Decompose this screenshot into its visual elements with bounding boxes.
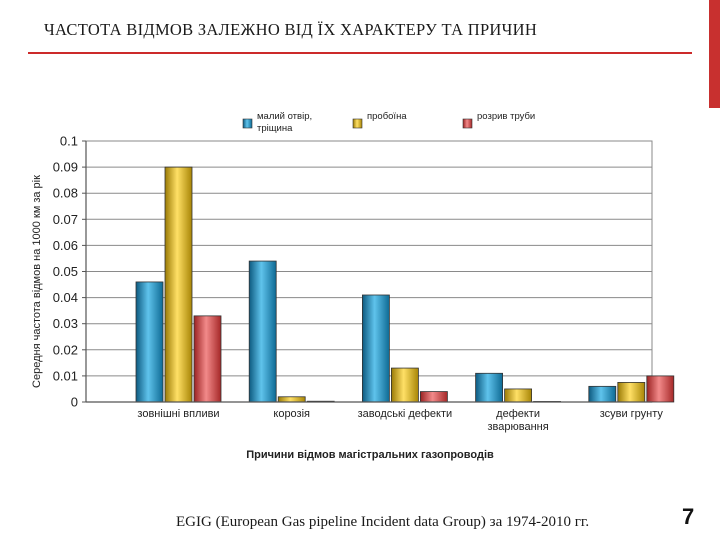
bar-3-5 [646,375,675,403]
legend-label-1: тріщина [257,123,293,134]
bar-1-5 [588,385,617,403]
page-number: 7 [682,504,695,529]
y-tick-label: 0.04 [53,290,78,305]
y-tick-label: 0.08 [53,186,78,201]
y-tick-label: 0 [71,395,78,410]
y-tick-label: 0.01 [53,368,78,383]
bar-1-2 [248,260,277,403]
y-axis-title: Середня частота відмов на 1000 км за рік [31,175,43,388]
y-tick-label: 0.07 [53,212,78,227]
x-category-label: заводські дефекти [358,408,453,420]
x-category-label: корозія [273,408,310,420]
legend-label-2: пробоїна [367,111,407,122]
x-category-label: дефекти [496,408,540,420]
bar-1-4 [475,372,504,403]
y-tick-label: 0.06 [53,238,78,253]
x-category-label: зовнішні впливи [137,408,219,420]
bar-1-3 [361,294,390,403]
bar-2-1 [164,166,193,403]
legend-label-1: малий отвір, [257,111,312,122]
red-accent-bar [709,0,720,108]
bar-3-1 [193,315,222,403]
legend-swatch-3 [462,118,473,129]
x-axis-title: Причини відмов магістральних газопроводі… [246,449,494,461]
y-tick-label: 0.03 [53,316,78,331]
bar-2-5 [617,382,646,403]
y-tick-label: 0.05 [53,264,78,279]
bar-2-3 [390,367,419,403]
bar-3-3 [419,391,448,403]
bar-2-4 [504,388,533,403]
legend-swatch-2 [352,118,363,129]
legend-label-3: розрив труби [477,111,535,122]
bar-1-1 [135,281,164,403]
x-category-label: зварювання [487,421,548,433]
bar-2-2 [277,396,306,403]
slide-title: ЧАСТОТА ВІДМОВ ЗАЛЕЖНО ВІД ЇХ ХАРАКТЕРУ … [44,20,538,39]
y-tick-label: 0.1 [60,134,78,149]
legend-swatch-1 [242,118,253,129]
x-category-label: зсуви грунту [600,408,664,420]
y-tick-label: 0.02 [53,342,78,357]
title-divider [28,52,692,54]
source-note: EGIG (European Gas pipeline Incident dat… [176,514,590,530]
y-tick-label: 0.09 [53,160,78,175]
